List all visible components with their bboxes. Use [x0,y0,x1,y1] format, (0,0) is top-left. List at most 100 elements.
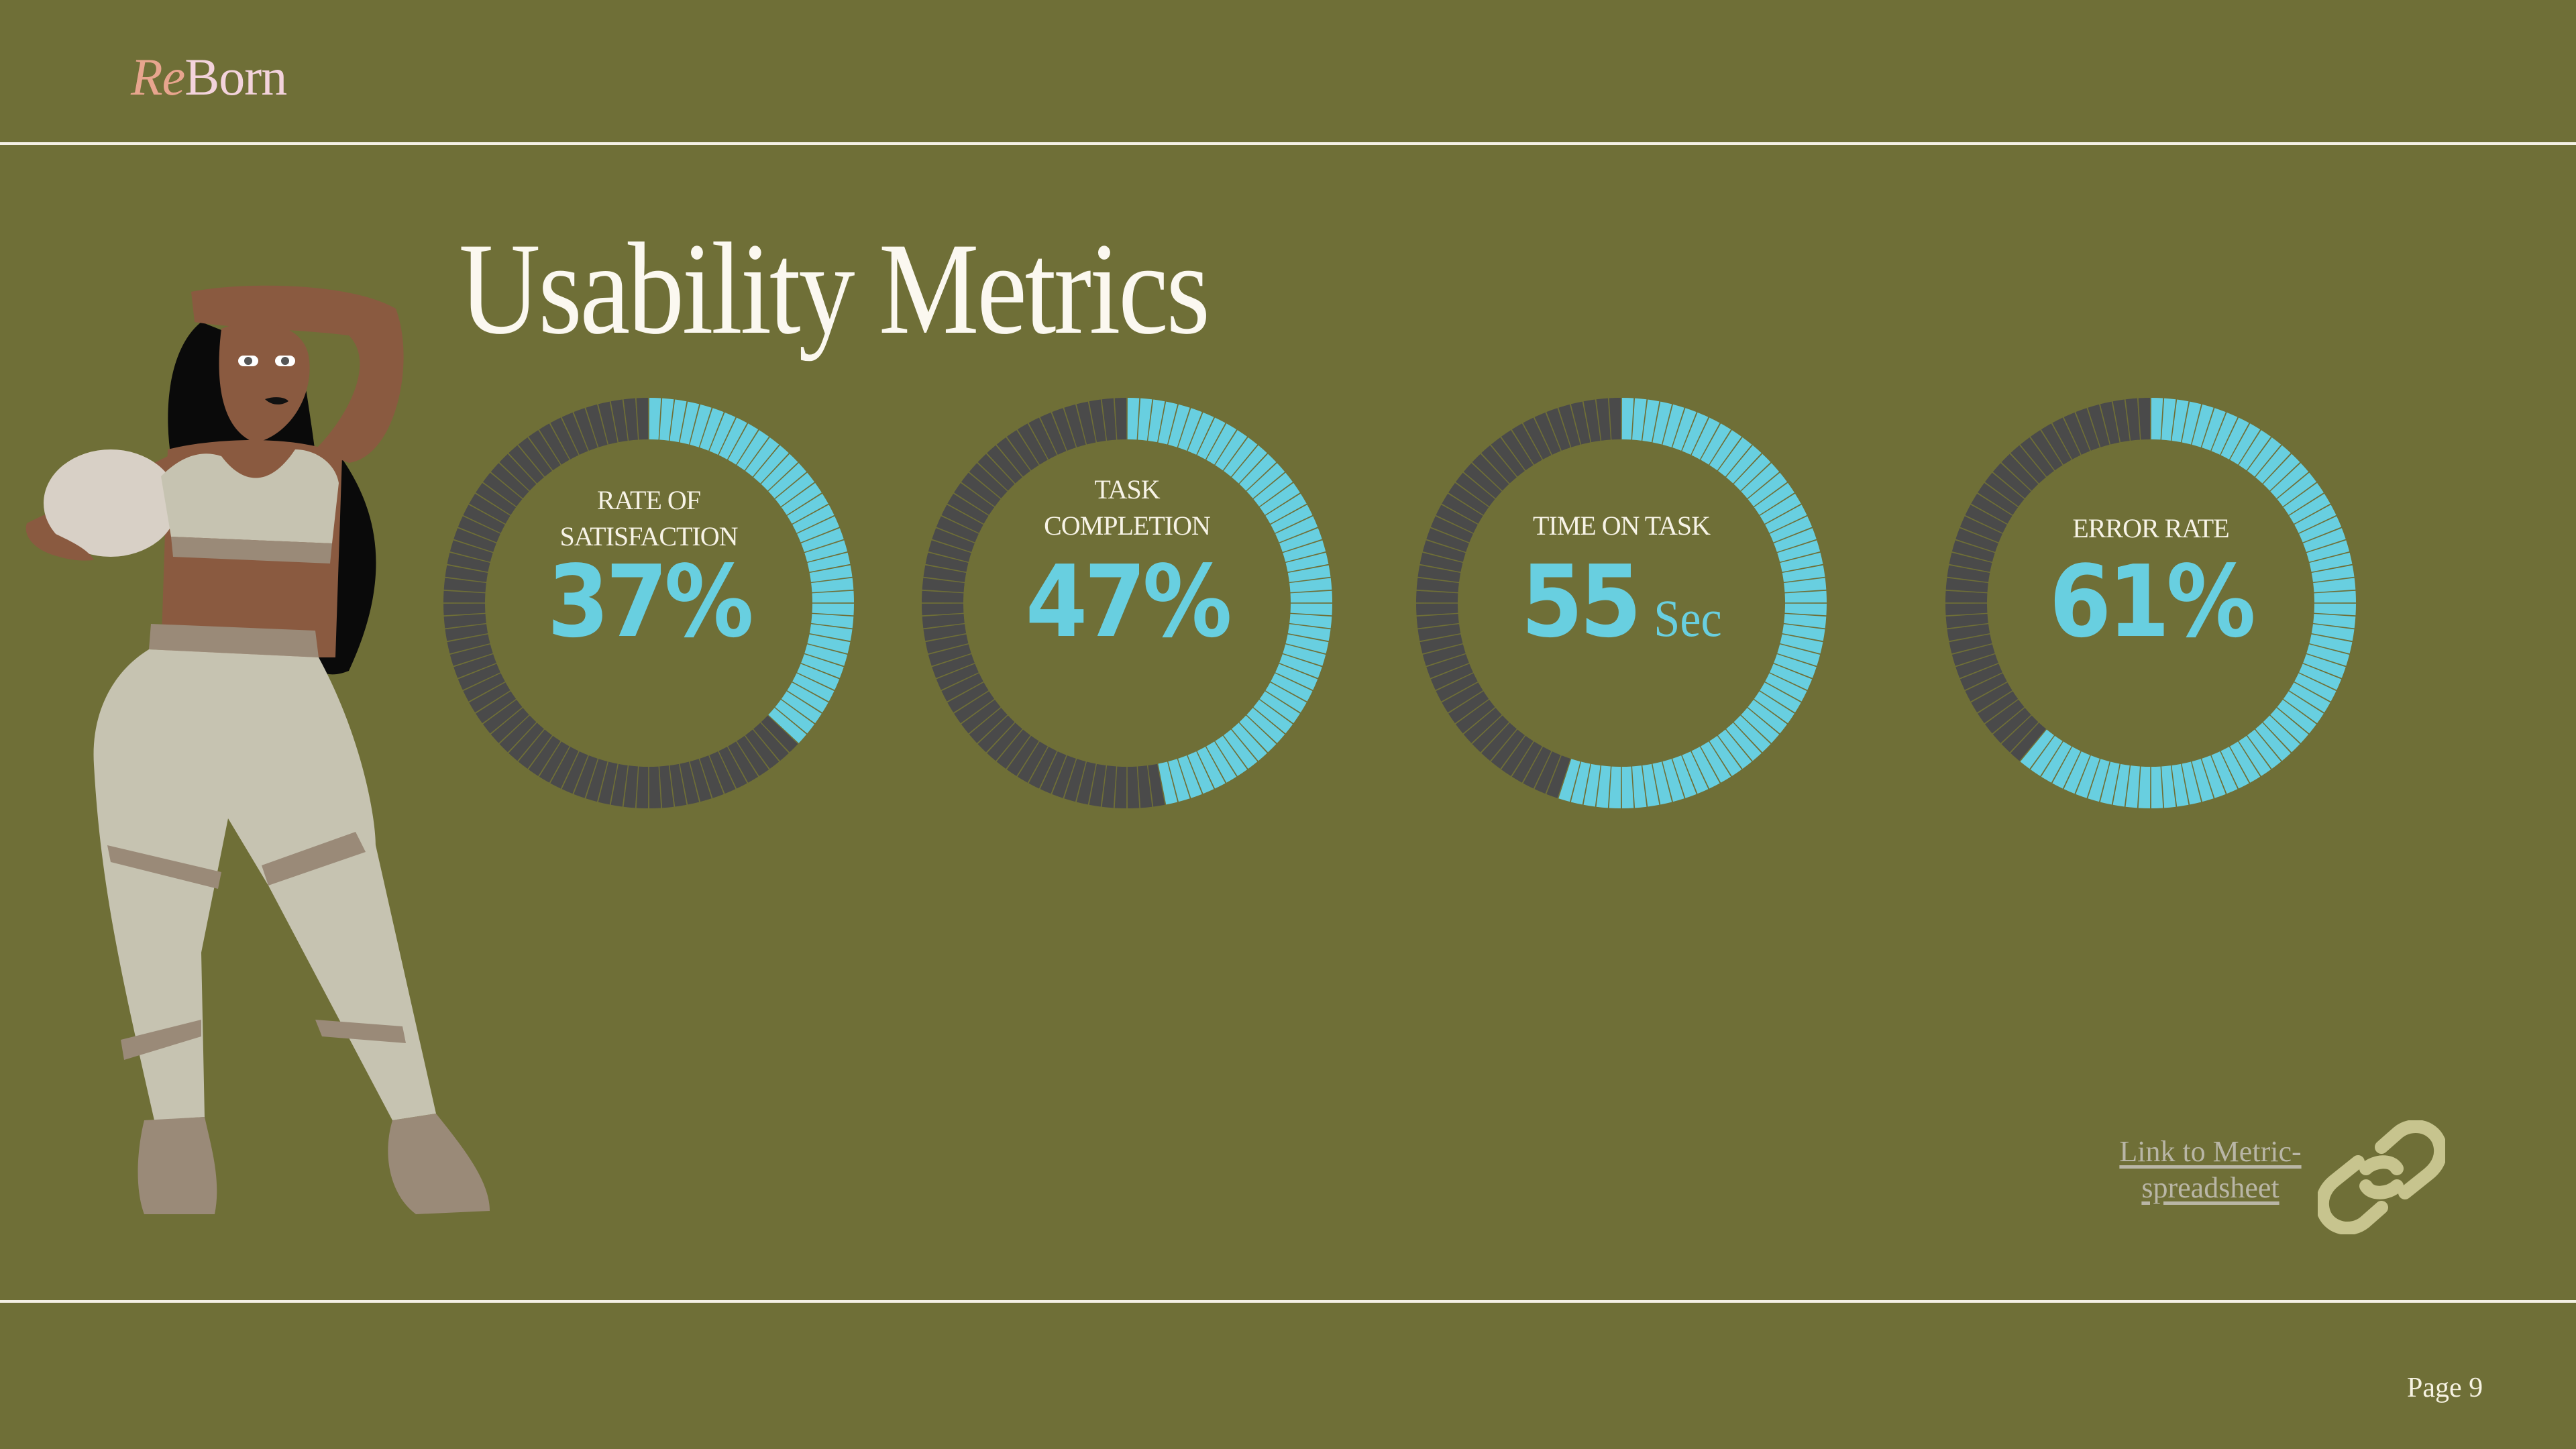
ring-segment-empty [1006,430,1039,471]
ring-segment-filled [1782,565,1825,582]
chain-link-icon[interactable] [2318,1120,2445,1234]
ring-segment-empty [1040,412,1067,455]
ring-segment-empty [453,528,496,552]
ring-segment-filled [2125,765,2140,808]
ring-segment-empty [2010,445,2046,484]
ring-segment-empty [1949,634,1992,654]
ring-segment-filled [1726,722,1762,761]
face [219,322,310,443]
link-line-2[interactable]: spreadsheet [2141,1171,2279,1204]
ring-segment-filled [669,399,687,443]
top-divider [0,142,2576,145]
ring-segment-empty [2088,404,2110,447]
ring-segment-filled [1741,463,1780,498]
ring-segment-empty [550,747,579,789]
woman-illustration [25,285,490,1214]
ring-segment-filled [781,482,822,515]
ring-segment-filled [2211,751,2238,794]
ring-segment-filled [2161,765,2176,808]
ring-segment-filled [792,673,835,702]
ring-segment-empty [1481,445,1517,484]
ring-segment-filled [787,682,828,713]
ring-segment-filled [1197,747,1226,789]
ring-segment-filled [1232,445,1267,484]
ring-segment-filled [2030,735,2063,776]
ring-segment-filled [1168,759,1190,802]
ring-segment-empty [1416,578,1459,592]
metric-spreadsheet-link[interactable]: Link to Metric- spreadsheet [2100,1134,2321,1206]
ring-segment-filled [1770,663,1813,690]
metric-ring-error-rate: ERROR RATE 61% [1936,388,2365,818]
ring-segment-filled [2303,654,2346,678]
ring-segment-empty [610,763,628,807]
ring-segment-filled [2294,504,2337,533]
ring-segment-filled [2311,624,2355,641]
ring-segment-empty [518,729,552,769]
ring-segment-filled [1596,765,1611,808]
ring-segment-empty [1955,528,1998,552]
ring-segment-filled [1283,644,1326,666]
ring-svg [1945,398,2356,808]
ring-segment-filled [1780,552,1823,572]
ring-segment-filled [1662,759,1684,802]
ring-segment-filled [809,565,853,582]
ring-segment-filled [1765,673,1807,702]
ring-segment-filled [2309,634,2353,654]
ring-segment-filled [2220,417,2249,460]
ring-segment-filled [1290,590,1332,603]
link-line-1[interactable]: Link to Metric- [2119,1135,2302,1168]
ring-segment-empty [445,624,488,641]
ring-segment-filled [2063,751,2090,794]
ring-segment-empty [482,700,523,734]
ring-segment-filled [2277,700,2317,734]
ring-segment-empty [528,735,561,776]
ring-segment-empty [443,614,486,629]
ring-segment-empty [1971,493,2012,524]
ring-segment-filled [1777,540,1821,562]
ring-segment-filled [1709,735,1742,776]
ring-segment-empty [463,504,505,533]
ring-segment-filled [1265,682,1307,713]
bra-band [171,537,332,564]
ring-segment-filled [2306,540,2350,562]
brand-logo-suffix: Born [184,48,287,106]
ring-segment-filled [1609,766,1621,808]
ring-segment-empty [636,766,649,808]
ring-segment-empty [941,673,983,702]
ring-segment-empty [1978,482,2019,515]
ring-segment-filled [2100,761,2120,805]
ring-segment-filled [812,603,854,616]
ring-segment-empty [1017,741,1048,783]
ring-segment-empty [969,463,1008,498]
ring-segment-empty [561,751,588,794]
ring-segment-filled [2182,761,2202,805]
ring-segment-filled [2309,552,2353,572]
ring-segment-empty [1511,423,1542,465]
ring-segment-filled [2255,445,2291,484]
ring-segment-empty [961,472,1001,506]
ring-segment-empty [737,735,769,776]
ring-segment-filled [1224,729,1258,769]
ring-segment-filled [2314,590,2356,603]
ring-segment-empty [1971,682,2012,713]
ring-segment-empty [490,708,529,743]
ring-segment-empty [1148,763,1165,807]
ring-segment-empty [954,482,995,515]
metric-label-line: TASK [1094,474,1160,504]
sports-bra [161,449,339,543]
ring-segment-filled [2202,755,2226,798]
ring-segment-filled [2211,412,2238,455]
ring-segment-filled [2313,614,2356,629]
ring-segment-empty [2030,430,2063,471]
ring-segment-filled [1283,540,1326,562]
leggings-stripe-3 [121,1020,201,1060]
metric-value: 55 Sec [1428,544,1815,659]
leggings-stripe-2 [262,832,366,885]
ring-segment-empty [469,493,511,524]
ring-segment-empty [539,423,570,465]
ring-segment-filled [1784,590,1827,603]
ring-segment-empty [1546,755,1570,798]
ring-segment-filled [1215,430,1248,471]
ring-segment-empty [1472,453,1509,491]
ring-segment-empty [1534,412,1561,455]
